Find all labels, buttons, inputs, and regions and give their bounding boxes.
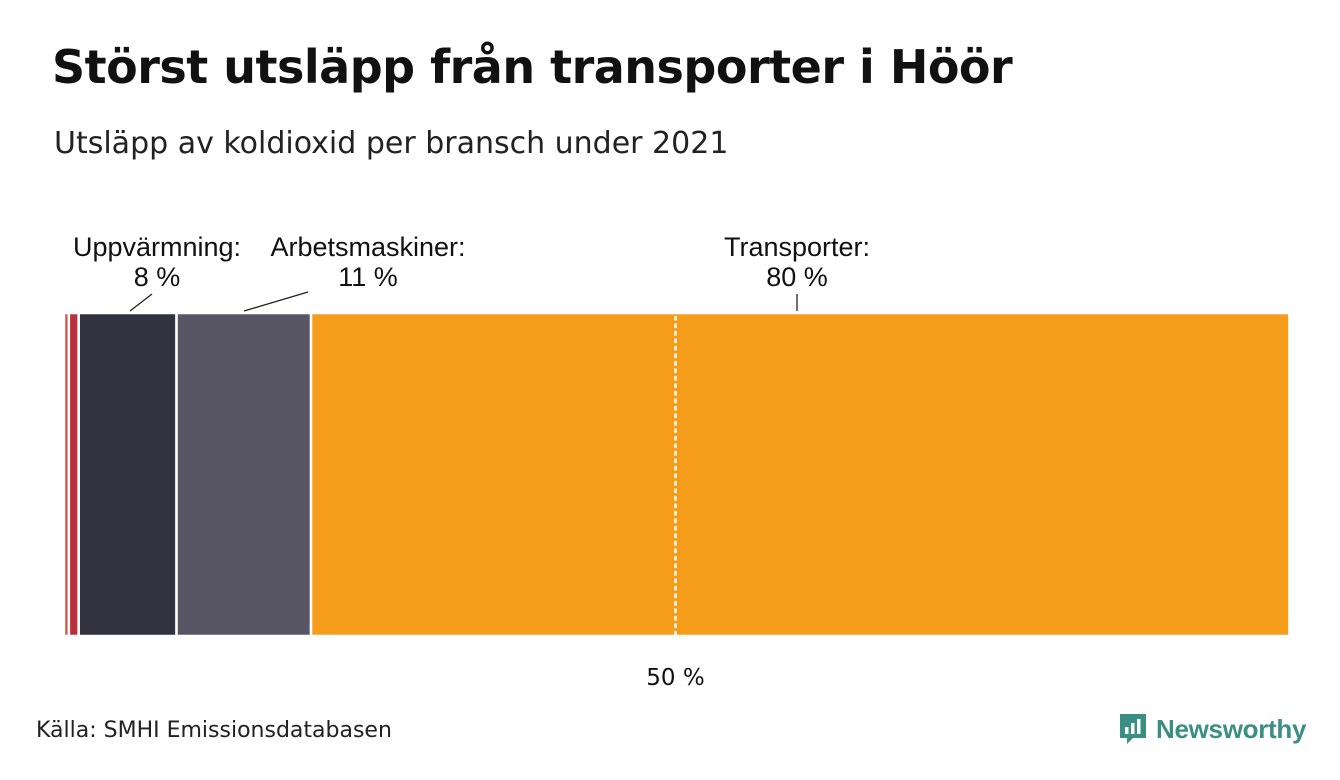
bar-segments (62, 311, 1291, 638)
brand-logo[interactable]: Newsworthy (1118, 712, 1306, 746)
segment-value-transporter: 80 % (766, 262, 828, 292)
segment-label-transporter: Transporter: (724, 232, 870, 262)
reference-line-group: 50 % (646, 315, 705, 691)
leader-line-arbetsmaskiner (243, 291, 309, 312)
segment-label-uppvärmning: Uppvärmning: (73, 232, 241, 262)
leader-line-uppvärmning (129, 293, 153, 312)
brand-name: Newsworthy (1156, 713, 1307, 744)
bar-segment-övrigt-2 (67, 311, 80, 638)
bar-segment-uppvärmning (77, 311, 178, 638)
reference-line-label: 50 % (646, 665, 704, 691)
segment-label-arbetsmaskiner: Arbetsmaskiner: (270, 232, 465, 262)
chart-title: Störst utsläpp från transporter i Höör (52, 40, 1013, 94)
source-note: Källa: SMHI Emissionsdatabasen (36, 718, 392, 743)
bar-segment-arbetsmaskiner (175, 311, 313, 638)
segment-labels: Uppvärmning:8 % Arbetsmaskiner:11 % Transp… (73, 232, 870, 312)
newsworthy-logo-icon (1120, 714, 1146, 744)
stacked-bar-chart: 50 % Uppvärmning:8 % Arbetsmaskiner:11 % T… (62, 232, 1291, 691)
chart-subtitle: Utsläpp av koldioxid per bransch under 2… (54, 126, 729, 161)
segment-value-arbetsmaskiner: 11 % (338, 262, 398, 292)
bar-segment-transporter (309, 311, 1291, 638)
segment-value-uppvärmning: 8 % (134, 262, 181, 292)
